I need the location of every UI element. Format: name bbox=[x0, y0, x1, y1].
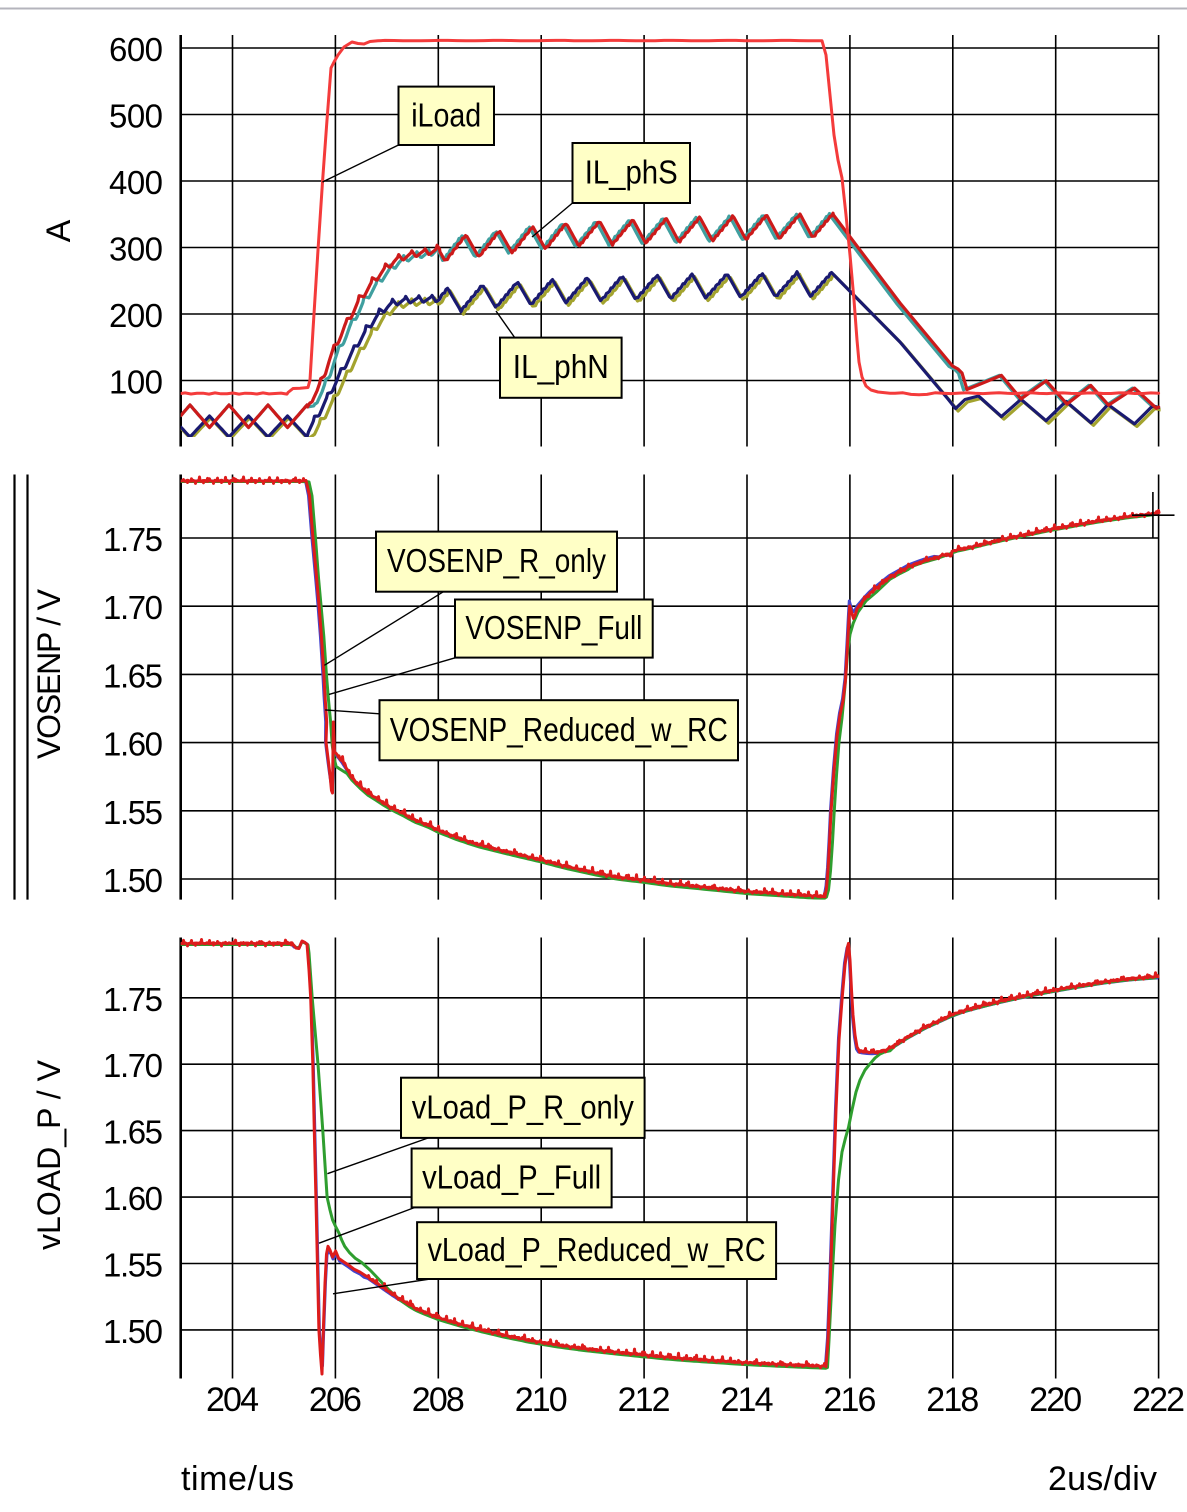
svg-text:600: 600 bbox=[109, 31, 163, 68]
svg-text:206: 206 bbox=[309, 1381, 362, 1419]
svg-text:500: 500 bbox=[109, 98, 163, 135]
svg-text:1.70: 1.70 bbox=[103, 1047, 163, 1084]
svg-text:220: 220 bbox=[1029, 1381, 1082, 1419]
svg-text:1.75: 1.75 bbox=[103, 981, 163, 1018]
svg-text:216: 216 bbox=[823, 1381, 876, 1419]
svg-text:IL_phS: IL_phS bbox=[585, 154, 678, 191]
svg-text:IL_phN: IL_phN bbox=[513, 348, 609, 385]
svg-text:204: 204 bbox=[206, 1381, 259, 1419]
svg-text:VOSENP_R_only: VOSENP_R_only bbox=[387, 542, 606, 579]
svg-text:208: 208 bbox=[412, 1381, 465, 1419]
svg-text:200: 200 bbox=[109, 297, 163, 334]
svg-text:1.55: 1.55 bbox=[103, 794, 163, 831]
svg-text:222: 222 bbox=[1132, 1381, 1185, 1419]
svg-text:212: 212 bbox=[618, 1381, 671, 1419]
svg-text:VOSENP_Full: VOSENP_Full bbox=[465, 609, 642, 646]
svg-text:100: 100 bbox=[109, 364, 163, 401]
svg-text:1.65: 1.65 bbox=[103, 657, 163, 694]
svg-text:time/us: time/us bbox=[181, 1460, 294, 1498]
svg-text:400: 400 bbox=[109, 164, 163, 201]
svg-text:1.60: 1.60 bbox=[103, 1180, 163, 1217]
svg-text:300: 300 bbox=[109, 231, 163, 268]
svg-text:A: A bbox=[40, 219, 78, 242]
svg-text:1.65: 1.65 bbox=[103, 1114, 163, 1151]
svg-text:1.60: 1.60 bbox=[103, 726, 163, 763]
svg-text:vLoad_P_Full: vLoad_P_Full bbox=[422, 1159, 601, 1196]
svg-text:1.55: 1.55 bbox=[103, 1247, 163, 1284]
svg-text:1.75: 1.75 bbox=[103, 521, 163, 558]
svg-text:1.50: 1.50 bbox=[103, 1313, 163, 1350]
svg-text:VOSENP / V: VOSENP / V bbox=[31, 588, 67, 759]
svg-text:vLoad_P_Reduced_w_RC: vLoad_P_Reduced_w_RC bbox=[428, 1231, 766, 1268]
svg-text:218: 218 bbox=[926, 1381, 979, 1419]
svg-text:1.70: 1.70 bbox=[103, 589, 163, 626]
svg-text:iLoad: iLoad bbox=[411, 96, 481, 133]
svg-text:VOSENP_Reduced_w_RC: VOSENP_Reduced_w_RC bbox=[390, 711, 728, 748]
svg-text:vLoad_P_R_only: vLoad_P_R_only bbox=[412, 1088, 634, 1125]
svg-text:vLOAD_P / V: vLOAD_P / V bbox=[31, 1059, 67, 1250]
svg-text:210: 210 bbox=[515, 1381, 568, 1419]
svg-text:1.50: 1.50 bbox=[103, 862, 163, 899]
svg-text:2us/div: 2us/div bbox=[1048, 1460, 1157, 1498]
svg-text:214: 214 bbox=[721, 1381, 774, 1419]
